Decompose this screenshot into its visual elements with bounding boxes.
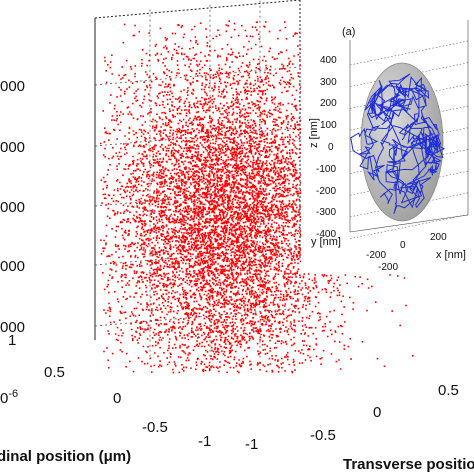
grid-line — [94, 246, 301, 266]
inset-z-tick: 300 — [320, 77, 337, 88]
inset-z-tick: -300 — [316, 207, 336, 218]
x-tick-labels: -1 -0.5 0 0.5 — [245, 382, 459, 453]
x-tick-label: -0.5 — [310, 427, 336, 444]
inset-y-tick: -200 — [378, 262, 398, 273]
inset-x-axis-label: x [nm] — [436, 249, 466, 261]
y-tick-label: 0 — [113, 390, 121, 407]
box-edge — [94, 0, 301, 19]
inset-grid-line — [349, 214, 469, 239]
y-axis-label: Longitudinal position (μm) — [0, 448, 131, 465]
y-tick-label: 0.5 — [44, 364, 65, 381]
inset-z-tick: -400 — [316, 229, 336, 240]
x-tick-label: 0 — [373, 404, 381, 421]
inset-x-tick-labels: -200 0 200 — [366, 232, 447, 261]
confinement-ellipsoid — [360, 62, 444, 222]
inset-z-axis-label: z [nm] — [308, 118, 320, 148]
z-tick-label: 000 — [0, 78, 25, 95]
x-tick-label: -1 — [245, 436, 258, 453]
inset-x-tick: 200 — [430, 232, 447, 243]
x-axis-label: Transverse position — [343, 456, 474, 473]
z-tick-label: 000 — [0, 319, 25, 336]
y-tick-labels: 1 0.5 0 -0.5 -1 — [8, 332, 211, 450]
grid-line — [94, 127, 301, 147]
grid-line — [94, 187, 301, 207]
inset-z-tick: -100 — [316, 164, 336, 175]
inset-z-tick-labels: 400 300 200 100 0 -100 -200 -300 -400 — [316, 55, 337, 240]
inset-z-tick: 0 — [328, 142, 334, 153]
trajectory-line — [350, 73, 446, 215]
y-tick-label: 1 — [8, 332, 16, 349]
x-tick-label: 0.5 — [438, 382, 459, 399]
inset-y-axis-label: y [nm] — [311, 236, 341, 248]
z-tick-label: 000 — [0, 139, 25, 156]
y-tick-label: -0.5 — [142, 419, 168, 436]
grid-line — [94, 66, 301, 86]
inset-z-tick: 400 — [320, 55, 337, 66]
scatter-points — [100, 20, 414, 374]
z-tick-labels: 000 000 000 000 000 — [0, 78, 25, 336]
exponent-label: 0-6 — [0, 388, 18, 407]
scatter-point-cloud — [100, 20, 414, 374]
y-tick-label: -1 — [198, 433, 211, 450]
inset-box-edge — [349, 214, 469, 233]
inset-x-tick: -200 — [366, 250, 386, 261]
inset-z-tick: 100 — [320, 120, 337, 131]
z-tick-label: 000 — [0, 258, 25, 275]
z-tick-label: 000 — [0, 199, 25, 216]
inset-panel: (a) 400 300 200 100 0 -100 -200 -300 -40… — [301, 20, 474, 273]
inset-x-tick: 0 — [400, 240, 406, 251]
inset-z-tick: 200 — [320, 98, 337, 109]
panel-label: (a) — [342, 26, 355, 38]
inset-z-tick: -200 — [316, 186, 336, 197]
inset-grid-line — [349, 40, 469, 66]
